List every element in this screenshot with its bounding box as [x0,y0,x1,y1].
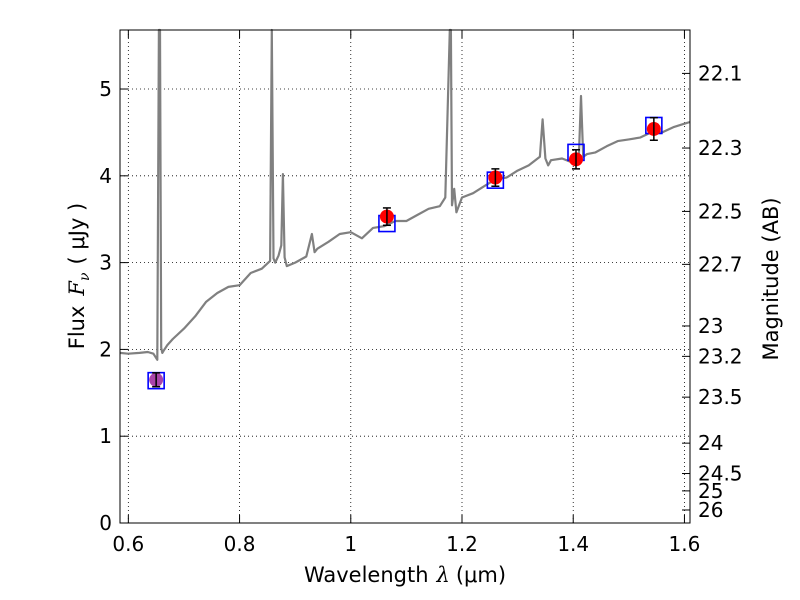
x-tick-label: 1.6 [669,532,701,556]
plot-background [120,30,690,523]
y-tick-label: 0 [99,511,112,535]
y2-tick-label: 25 [698,479,723,503]
y2-tick-label: 24.5 [698,462,743,486]
plot-frame [119,29,691,524]
y-tick-label: 5 [99,77,112,101]
x-tick-label: 1 [344,532,357,556]
y-tick-label: 1 [99,424,112,448]
y2-tick-label: 22.7 [698,252,743,276]
y2-tick-label: 22.3 [698,136,743,160]
y2-tick-label: 24 [698,431,723,455]
x-tick-label: 1.4 [557,532,589,556]
x-tick-label: 1.2 [446,532,478,556]
x-tick-label: 0.8 [224,532,256,556]
y2-tick-label: 26 [698,498,723,522]
marker-layer [147,116,663,390]
y2-axis-label: Magnitude (AB) [759,197,783,360]
y-tick-label: 2 [99,337,112,361]
x-tick-label: 0.6 [112,532,144,556]
y2-tick-label: 22.1 [698,61,743,85]
y2-tick-label: 23 [698,314,723,338]
y2-tick-label: 22.5 [698,199,743,223]
y2-tick-label: 23.2 [698,344,743,368]
y-axis-label: FluxFν( μJy ) [65,203,93,349]
y-tick-label: 4 [99,164,112,188]
tick-layer: 0.6 0.8 1 1.2 1.4 1.601234522.122.322.522.723… [99,30,743,556]
y2-tick-label: 23.5 [698,385,743,409]
x-axis-label: Wavelength λ (μm) [304,563,506,587]
y-tick-label: 3 [99,251,112,275]
